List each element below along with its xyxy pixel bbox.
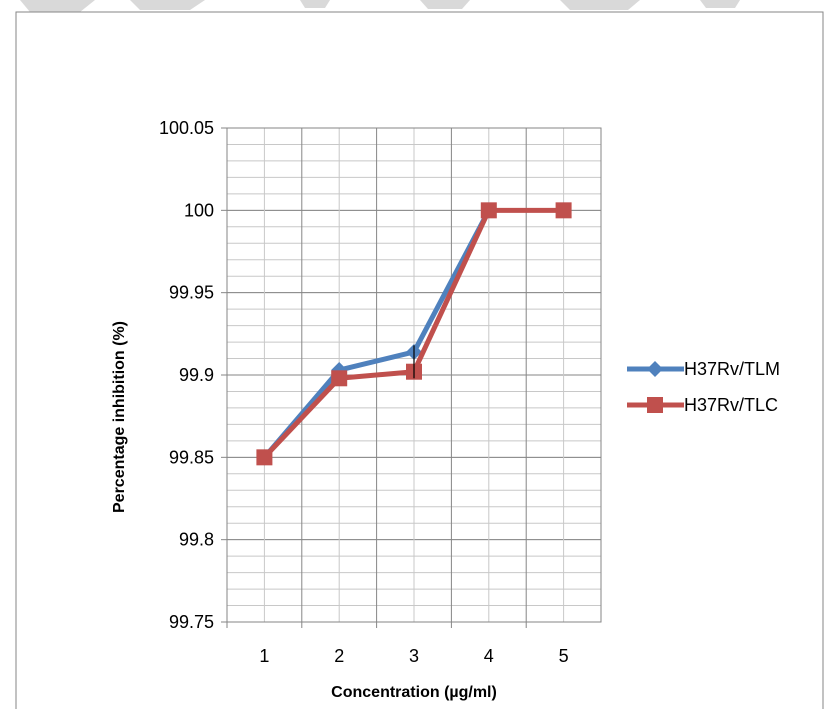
data-point — [480, 202, 497, 219]
y-tick-label: 99.95 — [169, 283, 214, 303]
legend: H37Rv/TLM H37Rv/TLC — [627, 359, 780, 415]
x-tick-label: 5 — [559, 646, 569, 666]
x-tick-label: 3 — [409, 646, 419, 666]
data-point — [256, 449, 273, 466]
legend-item: H37Rv/TLC — [627, 395, 778, 415]
x-tick-label: 1 — [259, 646, 269, 666]
x-tick-label: 4 — [484, 646, 494, 666]
axes — [221, 127, 602, 628]
y-tick-label: 99.9 — [179, 365, 214, 385]
data-point — [647, 397, 663, 413]
data-point — [647, 361, 663, 377]
legend-item: H37Rv/TLM — [627, 359, 780, 379]
data-point — [555, 202, 572, 219]
x-axis-title: Concentration (µg/ml) — [331, 684, 497, 701]
y-tick-label: 99.8 — [179, 530, 214, 550]
legend-label: H37Rv/TLC — [684, 395, 778, 415]
tick-labels: 99.75 99.8 99.85 99.9 99.95 100 100.05 1 2 3 4 5 — [159, 118, 569, 666]
legend-label: H37Rv/TLM — [684, 359, 780, 379]
series — [256, 202, 572, 466]
y-tick-label: 99.75 — [169, 612, 214, 632]
y-tick-label: 100.05 — [159, 118, 214, 138]
data-point — [331, 370, 348, 387]
y-axis-title: Percentage inhibition (%) — [111, 321, 128, 513]
x-tick-label: 2 — [334, 646, 344, 666]
y-tick-label: 100 — [184, 200, 214, 220]
series-line — [262, 209, 492, 459]
y-tick-label: 99.85 — [169, 447, 214, 467]
top-watermark-fragments — [20, 0, 740, 12]
